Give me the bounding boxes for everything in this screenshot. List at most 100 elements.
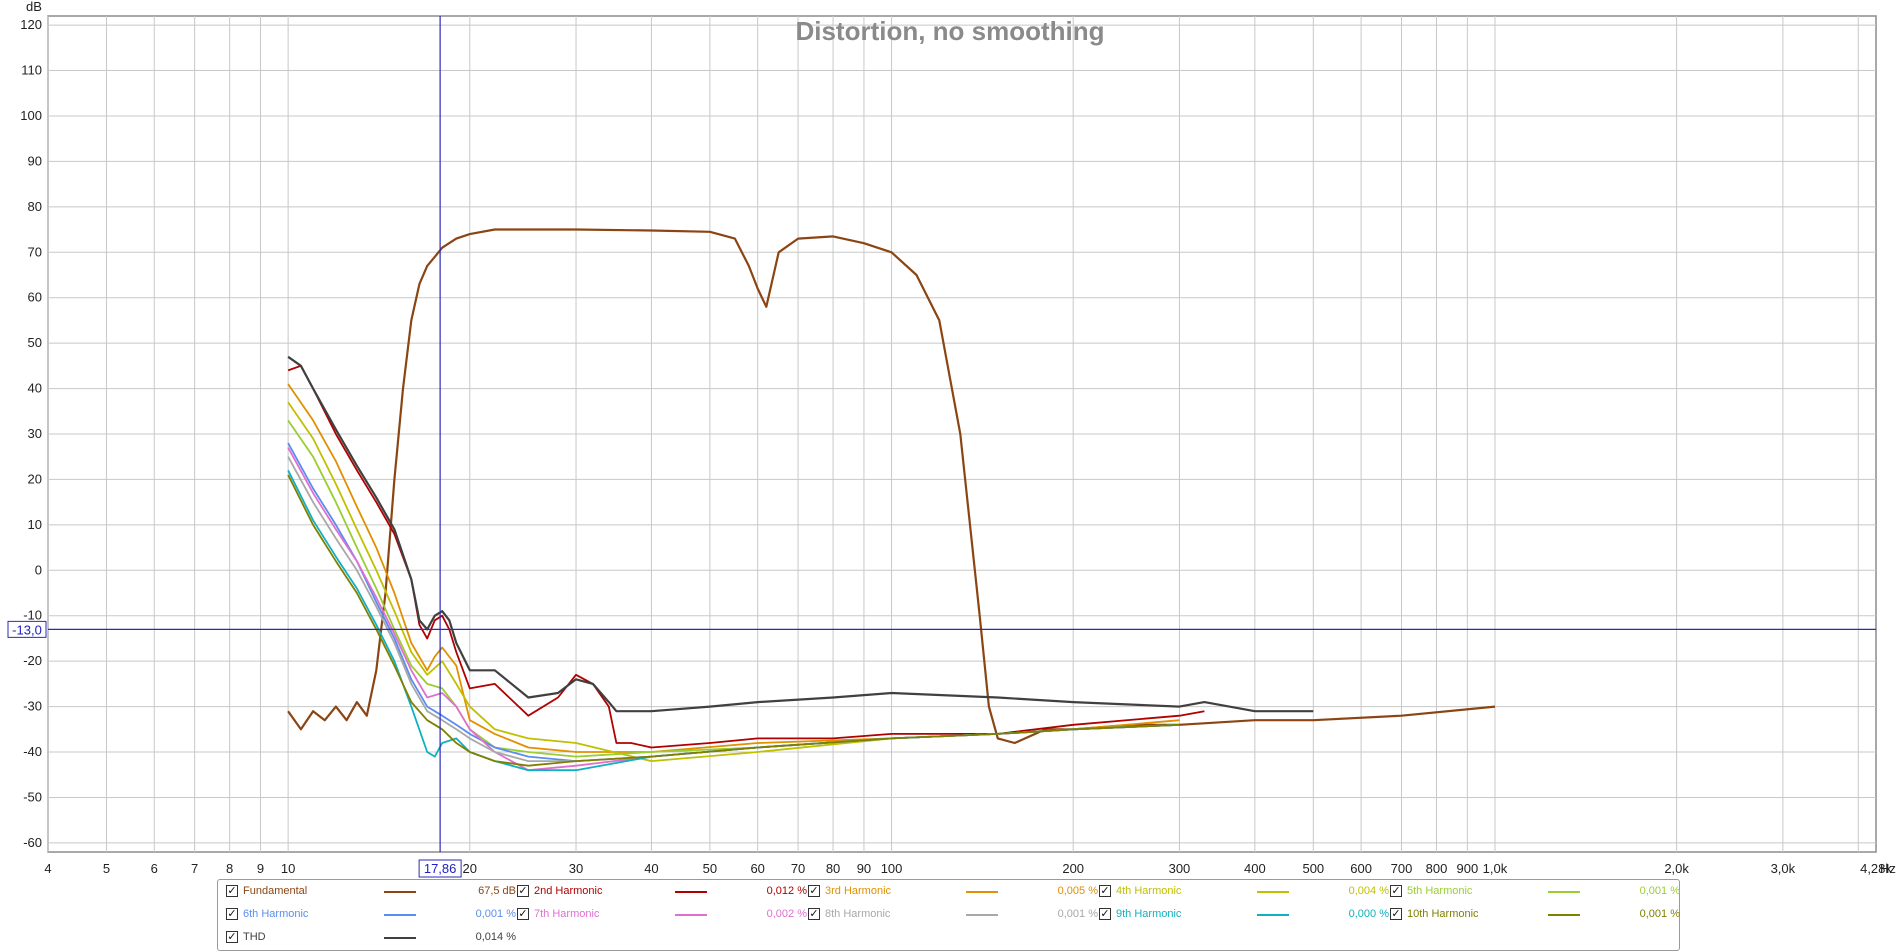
y-tick-label: -30 <box>23 699 42 714</box>
legend-checkbox[interactable]: ✓ <box>808 884 820 897</box>
legend-swatch <box>966 891 998 893</box>
legend-value: 0,001 % <box>475 908 516 920</box>
y-tick-label: -60 <box>23 835 42 850</box>
x-tick-label: 3,0k <box>1771 861 1796 876</box>
legend-swatch <box>384 937 416 939</box>
x-tick-label: 70 <box>791 861 805 876</box>
cursor-x-box <box>418 859 462 878</box>
series-line-3rd-harmonic <box>287 383 1180 753</box>
legend-series-name: THD <box>243 931 266 943</box>
x-tick-label: 40 <box>644 861 658 876</box>
x-tick-label: 50 <box>703 861 717 876</box>
legend-value: 0,014 % <box>475 931 516 943</box>
x-tick-label: 100 <box>881 861 903 876</box>
legend-value: 0,001 % <box>1639 885 1680 897</box>
cursor[interactable]: -13,0 17,86 <box>7 16 1876 878</box>
x-tick-labels: 4 5 6 7 8 9 10 20 30 40 50 60 70 80 90 100 200 300 400 500 6… <box>44 861 1892 876</box>
legend-series-name: Fundamental <box>243 885 308 897</box>
x-tick-label: 200 <box>1062 861 1084 876</box>
legend-series-name: 10th Harmonic <box>1407 908 1479 920</box>
legend-value: 0,000 % <box>1348 908 1389 920</box>
legend-value: 0,001 % <box>1639 908 1680 920</box>
y-tick-label: 50 <box>28 335 42 350</box>
x-tick-label: 900 <box>1457 861 1479 876</box>
legend-item-5th-harmonic: ✓ 5th Harmonic 0,001 % <box>1390 882 1680 902</box>
x-tick-label: 80 <box>826 861 840 876</box>
legend-checkbox[interactable]: ✓ <box>226 884 238 897</box>
y-tick-label: -20 <box>23 653 42 668</box>
legend-swatch <box>675 891 707 893</box>
legend-item-8th-harmonic: ✓ 8th Harmonic 0,001 % <box>808 905 1098 925</box>
y-tick-label: 10 <box>28 517 42 532</box>
x-tick-label: 2,0k <box>1664 861 1689 876</box>
legend-series-name: 5th Harmonic <box>1407 885 1473 897</box>
x-tick-label: 90 <box>857 861 871 876</box>
legend-checkbox[interactable]: ✓ <box>1390 907 1402 920</box>
y-tick-label: 120 <box>20 17 42 32</box>
legend-item-2nd-harmonic: ✓ 2nd Harmonic 0,012 % <box>517 882 807 902</box>
legend-checkbox[interactable]: ✓ <box>808 907 820 920</box>
legend-value: 67,5 dB <box>478 885 516 897</box>
x-tick-label: 700 <box>1391 861 1413 876</box>
x-axis-unit: Hz <box>1880 861 1896 876</box>
x-tick-label: 20 <box>463 861 477 876</box>
x-tick-label: 8 <box>226 861 233 876</box>
x-tick-label: 60 <box>750 861 764 876</box>
legend-series-name: 9th Harmonic <box>1116 908 1182 920</box>
legend-item-4th-harmonic: ✓ 4th Harmonic 0,004 % <box>1099 882 1389 902</box>
y-tick-label: 110 <box>21 63 42 78</box>
legend-checkbox[interactable]: ✓ <box>226 930 238 943</box>
legend-item-6th-harmonic: ✓ 6th Harmonic 0,001 % <box>226 905 516 925</box>
chart-title: Distortion, no smoothing <box>795 16 1104 46</box>
distortion-chart: -13,017,86 1201101009080706050403020100-… <box>7 0 1896 878</box>
legend-checkbox[interactable]: ✓ <box>517 907 529 920</box>
legend-swatch <box>1548 914 1580 916</box>
legend: ✓ Fundamental 67,5 dB ✓ 2nd Harmonic 0,012 % ✓… <box>217 879 1680 951</box>
legend-checkbox[interactable]: ✓ <box>517 884 529 897</box>
legend-swatch <box>384 891 416 893</box>
x-tick-label: 7 <box>191 861 198 876</box>
cursor-x-label: 17,86 <box>424 861 457 876</box>
y-tick-label: 0 <box>35 562 42 577</box>
legend-value: 0,001 % <box>1057 908 1098 920</box>
legend-swatch <box>1257 891 1289 893</box>
legend-swatch <box>384 914 416 916</box>
legend-value: 0,002 % <box>766 908 807 920</box>
y-tick-label: -40 <box>23 744 42 759</box>
legend-checkbox[interactable]: ✓ <box>1099 907 1111 920</box>
x-tick-label: 5 <box>103 861 110 876</box>
legend-value: 0,012 % <box>766 885 807 897</box>
series-line-2nd-harmonic <box>287 364 1205 749</box>
legend-checkbox[interactable]: ✓ <box>1390 884 1402 897</box>
legend-series-name: 2nd Harmonic <box>534 885 603 897</box>
y-tick-label: -10 <box>23 608 42 623</box>
series-line-10th-harmonic <box>287 474 1180 767</box>
y-tick-labels: 1201101009080706050403020100-10-20-30-40… <box>20 17 42 850</box>
legend-swatch <box>966 914 998 916</box>
y-tick-label: 20 <box>28 471 42 486</box>
y-tick-label: 40 <box>28 381 42 396</box>
legend-swatch <box>1548 891 1580 893</box>
x-tick-label: 4 <box>44 861 51 876</box>
legend-checkbox[interactable]: ✓ <box>226 907 238 920</box>
legend-series-name: 6th Harmonic <box>243 908 309 920</box>
grid <box>47 16 1876 852</box>
legend-series-name: 7th Harmonic <box>534 908 600 920</box>
legend-item-fundamental: ✓ Fundamental 67,5 dB <box>226 882 516 902</box>
x-tick-label: 30 <box>569 861 583 876</box>
series-line-thd <box>287 355 1314 713</box>
y-tick-label: 30 <box>28 426 42 441</box>
cursor-y-label: -13,0 <box>12 622 42 637</box>
y-tick-label: 80 <box>28 199 42 214</box>
legend-value: 0,005 % <box>1057 885 1098 897</box>
y-tick-label: 60 <box>28 290 42 305</box>
legend-checkbox[interactable]: ✓ <box>1099 884 1111 897</box>
legend-swatch <box>675 914 707 916</box>
x-tick-label: 500 <box>1302 861 1324 876</box>
y-tick-label: 90 <box>28 153 42 168</box>
x-tick-label: 4,28k <box>1860 861 1892 876</box>
x-tick-label: 800 <box>1426 861 1448 876</box>
x-tick-label: 400 <box>1244 861 1266 876</box>
legend-item-thd: ✓ THD 0,014 % <box>226 928 516 948</box>
cursor-y-box <box>7 620 47 638</box>
